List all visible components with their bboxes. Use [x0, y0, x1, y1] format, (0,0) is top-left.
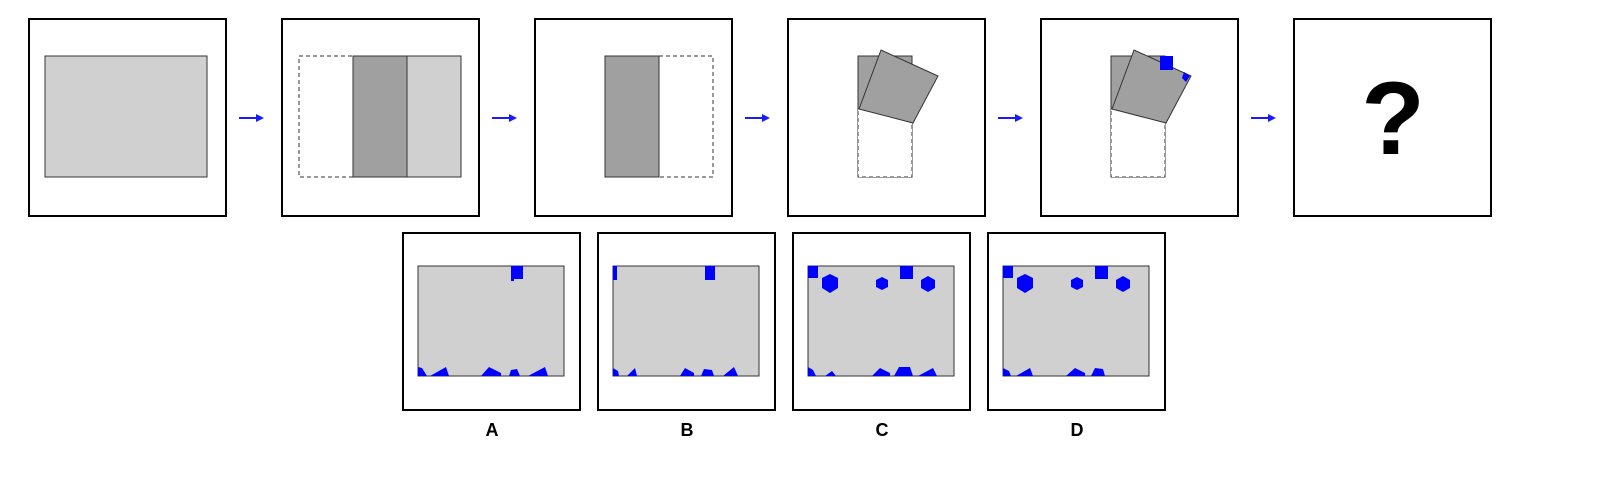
option-d-hole-top: [1095, 266, 1108, 279]
arrow-5: [1248, 108, 1278, 133]
option-b-hole-bottom-5: [723, 367, 738, 376]
step-1-figure: [28, 18, 227, 217]
option-b-hole-bottom-3: [680, 368, 694, 376]
option-c-hole-bottom-2: [825, 371, 836, 376]
step-5-hole-square: [1160, 56, 1173, 70]
arrow-1: [236, 108, 266, 133]
option-d-hole-bottom-3: [1066, 368, 1085, 376]
option-a-figure[interactable]: [402, 232, 583, 413]
option-d-hole-hexagon-2: [1071, 277, 1083, 290]
option-c-hole-bottom-3: [872, 368, 890, 376]
option-b-hole-top-left: [613, 266, 617, 280]
option-b-hole-top: [705, 266, 715, 280]
option-c-hole-hexagon-2: [876, 277, 888, 290]
step-1-panel: [28, 18, 228, 218]
step-2-figure: [281, 18, 480, 217]
step-2-ghost-left: [298, 55, 354, 178]
arrow-3: [742, 108, 772, 133]
option-b-label: B: [680, 420, 694, 440]
step-3-figure: [534, 18, 733, 217]
option-a-label: A: [485, 420, 499, 440]
step-5-panel: [1040, 18, 1240, 218]
arrow-5-icon: [1251, 114, 1276, 122]
option-d-hole-hexagon-1: [1017, 274, 1033, 293]
option-d-panel[interactable]: [987, 232, 1168, 413]
option-a-hole-bottom-1: [418, 367, 427, 376]
option-a-hole-bottom-4: [509, 369, 520, 376]
option-c-hole-bottom-4: [894, 367, 913, 376]
arrow-4-icon: [998, 114, 1023, 122]
step-4-panel: [787, 18, 987, 218]
step-3-folded-strip: [604, 55, 660, 178]
question-panel: ?: [1293, 18, 1493, 218]
option-b-panel[interactable]: [597, 232, 778, 413]
arrow-1-icon: [239, 114, 264, 122]
option-c-hole-hexagon-1: [822, 274, 838, 293]
option-c-hole-bottom-5: [918, 368, 937, 376]
option-a-hole-bottom-2: [430, 367, 449, 376]
option-a-hole-top-tail: [511, 266, 514, 281]
option-a-panel[interactable]: [402, 232, 583, 413]
option-c-hole-hexagon-3: [921, 276, 935, 292]
option-d-hole-top-left: [1003, 266, 1013, 278]
option-d-label: D: [1070, 420, 1084, 440]
option-a-hole-bottom-3: [481, 367, 501, 376]
option-c-hole-top: [900, 266, 913, 279]
option-a-paper: [417, 265, 565, 377]
step-4-folded-flap: [858, 49, 939, 124]
arrow-2-icon: [492, 114, 517, 122]
step-4-figure: [787, 18, 986, 217]
option-c-figure[interactable]: [792, 232, 973, 413]
option-a-hole-bottom-5: [528, 367, 548, 376]
step-5-hole-corner: [1182, 72, 1190, 82]
option-d-hole-bottom-4: [1091, 368, 1105, 376]
option-b-hole-bottom-4: [701, 369, 714, 376]
step-2-paper-right: [406, 55, 462, 178]
option-d-hole-hexagon-3: [1116, 276, 1130, 292]
question-frame: [1293, 18, 1492, 217]
option-d-figure[interactable]: [987, 232, 1168, 413]
option-c-hole-bottom-1: [808, 367, 816, 376]
step-2-panel: [281, 18, 481, 218]
arrow-3-icon: [745, 114, 770, 122]
option-b-hole-bottom-2: [627, 368, 637, 376]
step-3-panel: [534, 18, 734, 218]
step-2-folded-strip: [352, 55, 408, 178]
option-b-hole-bottom-1: [613, 368, 619, 376]
step-5-figure: [1040, 18, 1239, 217]
arrow-2: [489, 108, 519, 133]
option-b-paper: [612, 265, 760, 377]
step-1-paper: [44, 55, 208, 178]
option-d-hole-bottom-1: [1003, 368, 1011, 376]
option-d-hole-bottom-2: [1016, 368, 1033, 376]
option-b-figure[interactable]: [597, 232, 778, 413]
option-c-hole-top-left: [808, 266, 818, 278]
option-c-panel[interactable]: [792, 232, 973, 413]
arrow-4: [995, 108, 1025, 133]
step-3-ghost-right: [658, 55, 714, 178]
question-mark: ?: [1361, 61, 1425, 177]
option-c-label: C: [875, 420, 889, 440]
question-figure: ?: [1293, 18, 1492, 217]
